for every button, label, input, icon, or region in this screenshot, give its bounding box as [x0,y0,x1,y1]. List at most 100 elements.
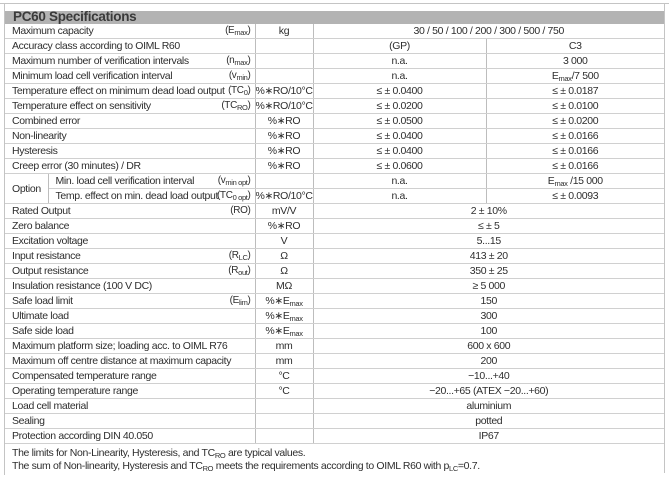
text-segment: Ω [280,265,288,277]
spec-label-text: Creep error (30 minutes) / DR [12,160,141,172]
table-row: Sealing potted [5,413,665,429]
spec-label-text: Non-linearity [12,130,67,142]
footnote-line: The sum of Non-linearity, Hysteresis and… [12,460,480,473]
text-segment: potted [475,415,503,427]
text-segment: ) [247,250,251,261]
option-group-label: Option [5,173,49,204]
subscript-text: max [289,329,303,338]
table-row: Hysteresis %∗RO ≤ ± 0.0400 ≤ ± 0.0166 [5,143,665,159]
text-segment: /15 000 [567,175,603,187]
text-segment: %∗RO/10°C [255,100,313,112]
spec-label: Zero balance [5,218,255,234]
text-segment: 2 ± 10% [470,205,507,217]
spec-symbol: (Emax) [225,24,251,38]
spec-label-text: Compensated temperature range [12,370,157,382]
spec-value: aluminium [313,398,665,414]
text-segment: The sum of Non-linearity, Hysteresis and… [12,459,203,472]
spec-label: Accuracy class according to OIML R60 [5,38,255,54]
spec-value-c3: ≤ ± 0.0166 [486,128,665,144]
spec-label: Temp. effect on min. dead load output (TC… [48,188,255,204]
spec-value-gp: ≤ ± 0.0400 [313,143,487,159]
spec-value: 100 [313,323,665,339]
text-segment: ≤ ± 0.0166 [552,160,599,172]
spec-label: Safe side load [5,323,255,339]
spec-unit: %∗RO/10°C [254,98,314,114]
spec-unit: MΩ [254,278,314,294]
subscript-text: RO [236,103,248,112]
text-segment: ≤ ± 0.0200 [552,115,599,127]
table-row: Protection according DIN 40.050 IP67 [5,428,665,444]
spec-symbol: (RLC) [229,249,251,263]
subscript-text: out [238,268,248,277]
spec-value: 5...15 [313,233,665,249]
spec-value: −20...+65 (ATEX −20...+60) [313,383,665,399]
spec-value: 150 [313,293,665,309]
spec-unit [254,413,314,429]
subscript-text: RO [214,451,226,460]
text-segment: %∗RO/10°C [255,85,313,97]
text-segment: %∗RO [267,160,301,172]
text-segment: %∗E [265,310,290,322]
spec-unit: mV/V [254,203,314,219]
spec-value-c3: Emax /15 000 [486,173,665,189]
spec-value-c3: ≤ ± 0.0100 [486,98,665,114]
spec-label-text: Maximum number of verification intervals [12,55,189,67]
text-segment: ≤ ± 0.0093 [552,190,599,202]
text-segment: /7 500 [571,70,599,82]
spec-unit: %∗Emax [254,323,314,339]
text-segment: %∗E [265,295,290,307]
subscript-text: max [289,314,303,323]
spec-value-gp: ≤ ± 0.0400 [313,128,487,144]
spec-label-text: Maximum platform size; loading acc. to O… [12,340,228,352]
spec-label-text: Load cell material [12,400,88,412]
subscript-text: LC [238,253,248,262]
text-segment: mV/V [271,205,297,217]
spec-label-text: Rated Output [12,205,71,217]
table-row: Minimum load cell verification interval (… [5,68,665,84]
spec-label: Safe load limit (Elim) [5,293,255,309]
spec-value-c3: ≤ ± 0.0166 [486,158,665,174]
text-segment: %∗RO [267,145,301,157]
specifications-table: Maximum capacity (Emax) kg 30 / 50 / 100 / … [5,24,665,444]
subscript-text: max [558,74,572,83]
spec-symbol: (TC0 opt) [217,189,251,203]
text-segment: (TC [216,190,233,201]
text-segment: IP67 [478,430,500,442]
spec-label: Temperature effect on minimum dead load … [5,83,255,99]
subscript-text: max [234,28,248,37]
spec-label: Creep error (30 minutes) / DR [5,158,255,174]
spec-label: Non-linearity [5,128,255,144]
text-segment: 300 [480,310,498,322]
text-segment: %∗RO [267,220,301,232]
spec-unit [254,398,314,414]
subscript-text: lim [238,298,248,307]
spec-symbol: (Elim) [230,294,251,308]
text-segment: mm [275,340,293,352]
spec-value-gp: n.a. [313,188,487,204]
subscript-text: 0 opt [232,193,248,202]
text-segment: %∗E [265,325,290,337]
subscript-text: min opt [225,178,248,187]
text-segment: (TC [221,100,237,111]
text-segment: %∗RO [267,115,301,127]
spec-label: Compensated temperature range [5,368,255,384]
spec-value-gp: n.a. [313,173,487,189]
spec-unit: %∗RO [254,113,314,129]
text-segment: ≤ ± 0.0166 [552,145,599,157]
table-row: Option Min. load cell verification interv… [5,173,665,204]
text-segment: ≤ ± 0.0100 [552,100,599,112]
text-segment: (GP) [389,40,410,52]
spec-value-c3: ≤ ± 0.0200 [486,113,665,129]
text-segment: ) [247,100,251,111]
text-segment: (TC [228,85,244,96]
spec-label: Maximum off centre distance at maximum c… [5,353,255,369]
text-segment: E [551,70,559,82]
spec-label: Sealing [5,413,255,429]
spec-symbol: (TCRO) [221,99,251,113]
spec-value-gp: ≤ ± 0.0200 [313,98,487,114]
spec-unit: %∗RO [254,158,314,174]
spec-value: IP67 [313,428,665,444]
text-segment: C3 [568,40,582,52]
text-segment: 150 [480,295,498,307]
subscript-text: min [236,73,248,82]
